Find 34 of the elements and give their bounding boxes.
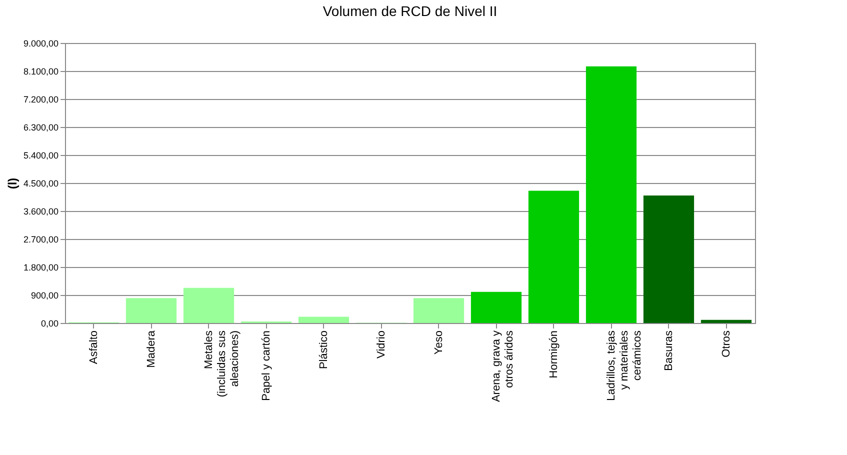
x-tick-label: Papel y cartón [260,330,272,401]
x-tick-label: Vidrio [375,330,388,358]
y-tick-label: 8.100,00 [23,66,58,76]
x-tick-label: Basuras [662,330,675,371]
x-tick-label: Hormigón [548,330,560,378]
y-tick-label: 3.600,00 [23,206,58,216]
y-tick-label: 0,00 [40,318,58,328]
y-tick-label: 6.300,00 [23,122,58,132]
x-tick-label: Arena, grava y otros áridos [490,330,516,402]
y-tick-label: 9.000,00 [23,38,58,48]
y-tick-label: 2.700,00 [23,234,58,244]
y-axis-title: (l) [5,178,20,190]
x-tick-label: Ladrillos, tejas y materiales cerámicos [605,330,644,401]
bar [528,190,580,323]
bar [298,316,350,323]
x-tick-label: Otros [720,330,732,358]
bar [183,288,234,323]
y-tick-label: 900,00 [30,290,58,300]
x-tick-label: Plástico [318,330,330,370]
bar [700,320,752,323]
y-tick-label: 7.200,00 [23,94,58,104]
bar [413,298,464,323]
bar [586,66,637,323]
bar [643,195,694,323]
y-tick-label: 1.800,00 [23,262,58,272]
y-tick-label: 5.400,00 [23,150,58,160]
chart-title: Volumen de RCD de Nivel II [322,3,498,19]
x-tick-label: Metales (incluidas sus aleaciones) [202,330,241,398]
bar [126,298,177,323]
x-tick-label: Madera [145,330,158,368]
y-tick-label: 4.500,00 [23,178,58,188]
x-tick-label: Yeso [432,330,445,355]
bar [470,292,522,323]
x-tick-label: Asfalto [88,330,100,364]
